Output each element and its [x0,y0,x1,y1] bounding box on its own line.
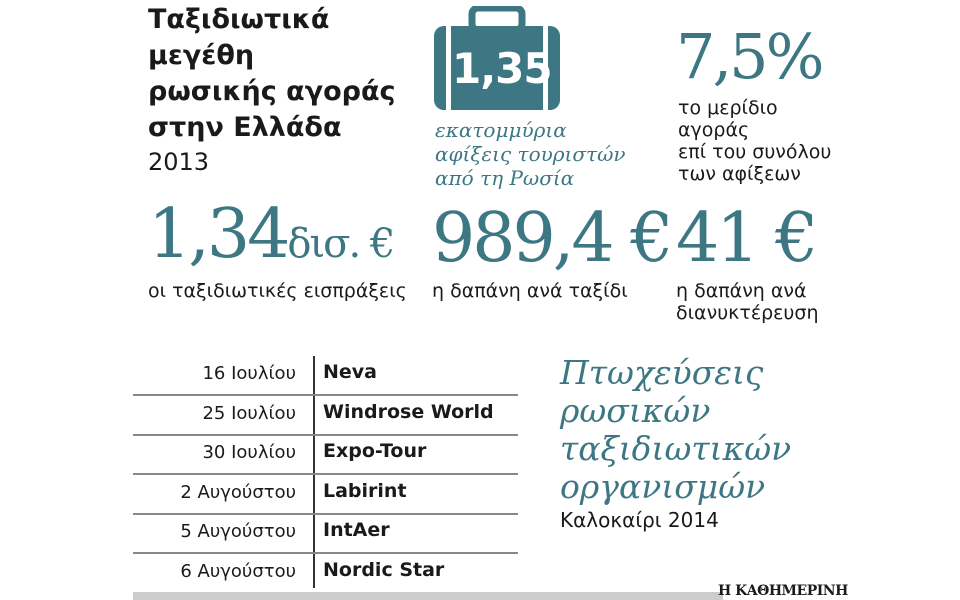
text-line: στην Ελλάδα [148,112,342,143]
text-line: των αφίξεων [678,163,801,185]
text-line: Πτωχεύσεις [560,353,764,392]
text-line: αγοράς [678,119,750,141]
text-line: από τη Ρωσία [435,166,575,190]
title: Ταξιδιωτικά μεγέθη ρωσικής αγοράς στην Ελλά… [148,2,396,146]
stat-caption: η δαπάνη ανά διανυκτέρευση [676,280,819,324]
stat-value: 1,34 [148,195,290,274]
text-line: η δαπάνη ανά ταξίδι [432,280,628,302]
text-line: το μερίδιο [678,97,778,119]
date: 2 Αυγούστου [180,481,296,503]
text-line: οργανισμών [560,467,766,506]
year: 2013 [148,148,210,176]
footer-bar [133,592,723,600]
stat-caption: εκατομμύρια αφίξεις τουριστών από τη Ρωσία [435,118,626,190]
table-row: 30 Ιουλίου Expo-Tour [133,434,518,475]
stat-number: 989,4 € [432,199,674,278]
stat-unit: δισ. € [287,221,395,267]
stat-number: 41 € [676,199,818,278]
stat-caption: το μερίδιο αγοράς επί του συνόλου των αφίξε… [678,97,831,185]
company: Windrose World [323,400,494,423]
stat-number: 1,34δισ. € [148,200,395,270]
stat-number: 7,5% [676,20,825,93]
company: Neva [323,361,377,383]
date: 5 Αυγούστου [180,521,296,542]
text-line: επί του συνόλου [678,141,832,163]
brand: Η ΚΑΘΗΜΕΡΙΝΗ [718,583,848,599]
date: 25 Ιουλίου [202,402,296,424]
sidebar-title: Πτωχεύσεις ρωσικών ταξιδιωτικών οργανισμών [560,354,791,506]
text-line: Ταξιδιωτικά [148,4,330,35]
company: Expo-Tour [323,440,427,462]
table-row: 16 Ιουλίου Neva [133,355,518,396]
company: IntAer [323,519,390,541]
text-line: αφίξεις τουριστών [435,142,626,166]
text-line: οι ταξιδιωτικές εισπράξεις [148,280,407,302]
table-row: 2 Αυγούστου Labirint [133,474,518,515]
date: 30 Ιουλίου [202,442,296,463]
stat-number: 1,35 [452,44,553,93]
sidebar-subtitle: Καλοκαίρι 2014 [560,508,719,532]
date: 6 Αυγούστου [180,560,296,582]
text-line: ρωσικής αγοράς [148,76,396,107]
company: Nordic Star [323,558,445,581]
text-line: διανυκτέρευση [676,302,819,324]
date: 16 Ιουλίου [202,363,296,384]
stat-caption: οι ταξιδιωτικές εισπράξεις [148,280,407,302]
suitcase-icon [434,6,560,110]
table-row: 5 Αυγούστου IntAer [133,513,518,554]
table-row: 6 Αυγούστου Nordic Star [133,553,518,594]
text-line: ταξιδιωτικών [560,429,792,468]
text-line: μεγέθη [148,40,255,71]
company: Labirint [323,479,407,502]
text-line: ρωσικών [560,391,711,430]
text-line: η δαπάνη ανά [676,280,807,302]
stat-caption: η δαπάνη ανά ταξίδι [432,280,628,302]
table-row: 25 Ιουλίου Windrose World [133,395,518,436]
text-line: εκατομμύρια [435,118,567,142]
table-divider [313,356,315,588]
